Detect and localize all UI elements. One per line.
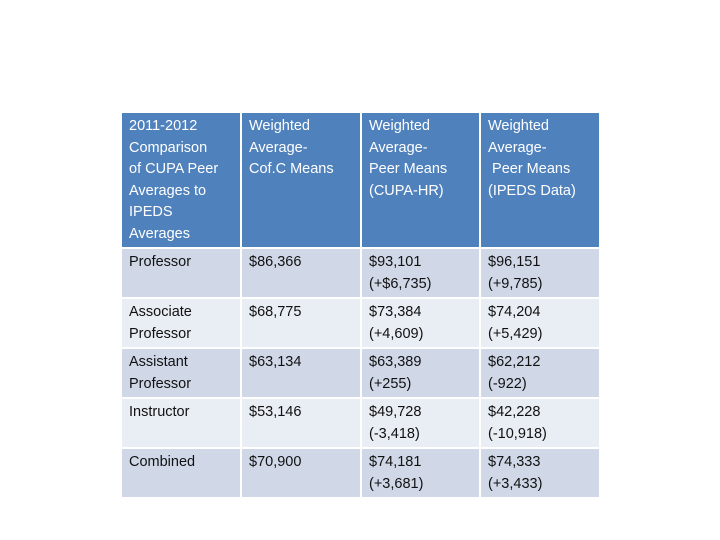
- header-line: 2011-2012: [129, 118, 198, 134]
- header-row: 2011-2012 Comparison of CUPA Peer Averag…: [120, 111, 601, 249]
- cupa-value-cell: $93,101 (+$6,735): [360, 247, 481, 299]
- cupa-value: $93,101: [369, 254, 422, 270]
- cupa-difference: (+$6,735): [369, 275, 432, 292]
- cofc-value-cell: $70,900: [240, 447, 362, 499]
- cupa-value: $73,384: [369, 304, 422, 320]
- cupa-value: $74,181: [369, 454, 422, 470]
- cupa-value: $63,389: [369, 354, 422, 370]
- cofc-value: $68,775: [249, 304, 302, 320]
- ipeds-difference: (-10,918): [488, 425, 547, 442]
- cupa-value: $49,728: [369, 404, 422, 420]
- rank-label: Instructor: [129, 404, 190, 420]
- cofc-value: $70,900: [249, 454, 302, 470]
- rank-cell: Associate Professor: [120, 297, 242, 349]
- cofc-value-cell: $63,134: [240, 347, 362, 399]
- rank-cell: Combined: [120, 447, 242, 499]
- ipeds-value-cell: $74,333 (+3,433): [479, 447, 601, 499]
- ipeds-difference: (-922): [488, 375, 527, 392]
- header-line: Peer Means: [369, 161, 448, 177]
- cofc-value: $53,146: [249, 404, 302, 420]
- ipeds-difference: (+5,429): [488, 325, 543, 342]
- ipeds-value: $74,333: [488, 454, 541, 470]
- table-row: Instructor $53,146 $49,728 (-3,418) $42,…: [120, 397, 601, 449]
- cupa-value-cell: $73,384 (+4,609): [360, 297, 481, 349]
- cofc-value: $86,366: [249, 254, 302, 270]
- ipeds-value: $62,212: [488, 354, 541, 370]
- ipeds-value-cell: $96,151 (+9,785): [479, 247, 601, 299]
- cupa-difference: (-3,418): [369, 425, 420, 442]
- ipeds-value: $42,228: [488, 404, 541, 420]
- header-line: Cof.C Means: [249, 161, 334, 177]
- header-line: of CUPA Peer: [129, 161, 219, 177]
- rank-cell: Instructor: [120, 397, 242, 449]
- ipeds-value: $74,204: [488, 304, 541, 320]
- rank-label: Professor: [129, 254, 192, 270]
- table-row: Professor $86,366 $93,101 (+$6,735) $96,…: [120, 247, 601, 299]
- ipeds-value-cell: $62,212 (-922): [479, 347, 601, 399]
- cofc-value-cell: $86,366: [240, 247, 362, 299]
- table-row: Associate Professor $68,775 $73,384 (+4,…: [120, 297, 601, 349]
- header-cupa-peer-means: Weighted Average- Peer Means (CUPA-HR): [360, 111, 481, 249]
- cofc-value: $63,134: [249, 354, 302, 370]
- header-cofc-means: Weighted Average- Cof.C Means: [240, 111, 362, 249]
- table-row: Assistant Professor $63,134 $63,389 (+25…: [120, 347, 601, 399]
- header-line: (CUPA-HR): [369, 182, 444, 199]
- ipeds-difference: (+9,785): [488, 275, 543, 292]
- header-line: Peer Means: [488, 161, 571, 177]
- rank-label: Combined: [129, 454, 196, 470]
- header-line: Average-: [249, 139, 308, 156]
- table-row: Combined $70,900 $74,181 (+3,681) $74,33…: [120, 447, 601, 499]
- rank-cell: Assistant Professor: [120, 347, 242, 399]
- cupa-difference: (+4,609): [369, 325, 424, 342]
- ipeds-value-cell: $74,204 (+5,429): [479, 297, 601, 349]
- rank-label: Associate: [129, 304, 192, 320]
- ipeds-value: $96,151: [488, 254, 541, 270]
- cupa-value-cell: $63,389 (+255): [360, 347, 481, 399]
- header-line: Weighted: [249, 118, 310, 134]
- header-line: Averages to: [129, 182, 207, 199]
- rank-label: Professor: [129, 325, 192, 342]
- header-line: Weighted: [488, 118, 549, 134]
- header-line: Weighted: [369, 118, 430, 134]
- header-line: Average-: [369, 139, 428, 156]
- ipeds-value-cell: $42,228 (-10,918): [479, 397, 601, 449]
- cofc-value-cell: $53,146: [240, 397, 362, 449]
- rank-label: Assistant: [129, 354, 188, 370]
- header-line: Average-: [488, 139, 547, 156]
- rank-label: Professor: [129, 375, 192, 392]
- header-line: Averages: [129, 225, 190, 242]
- cupa-value-cell: $49,728 (-3,418): [360, 397, 481, 449]
- cupa-value-cell: $74,181 (+3,681): [360, 447, 481, 499]
- cofc-value-cell: $68,775: [240, 297, 362, 349]
- cupa-difference: (+255): [369, 375, 412, 392]
- ipeds-difference: (+3,433): [488, 475, 543, 492]
- comparison-table: 2011-2012 Comparison of CUPA Peer Averag…: [120, 111, 601, 499]
- header-comparison: 2011-2012 Comparison of CUPA Peer Averag…: [120, 111, 242, 249]
- header-line: IPEDS: [129, 204, 173, 220]
- header-line: Comparison: [129, 139, 208, 156]
- header-ipeds-peer-means: Weighted Average- Peer Means (IPEDS Data…: [479, 111, 601, 249]
- cupa-difference: (+3,681): [369, 475, 424, 492]
- rank-cell: Professor: [120, 247, 242, 299]
- header-line: (IPEDS Data): [488, 182, 576, 199]
